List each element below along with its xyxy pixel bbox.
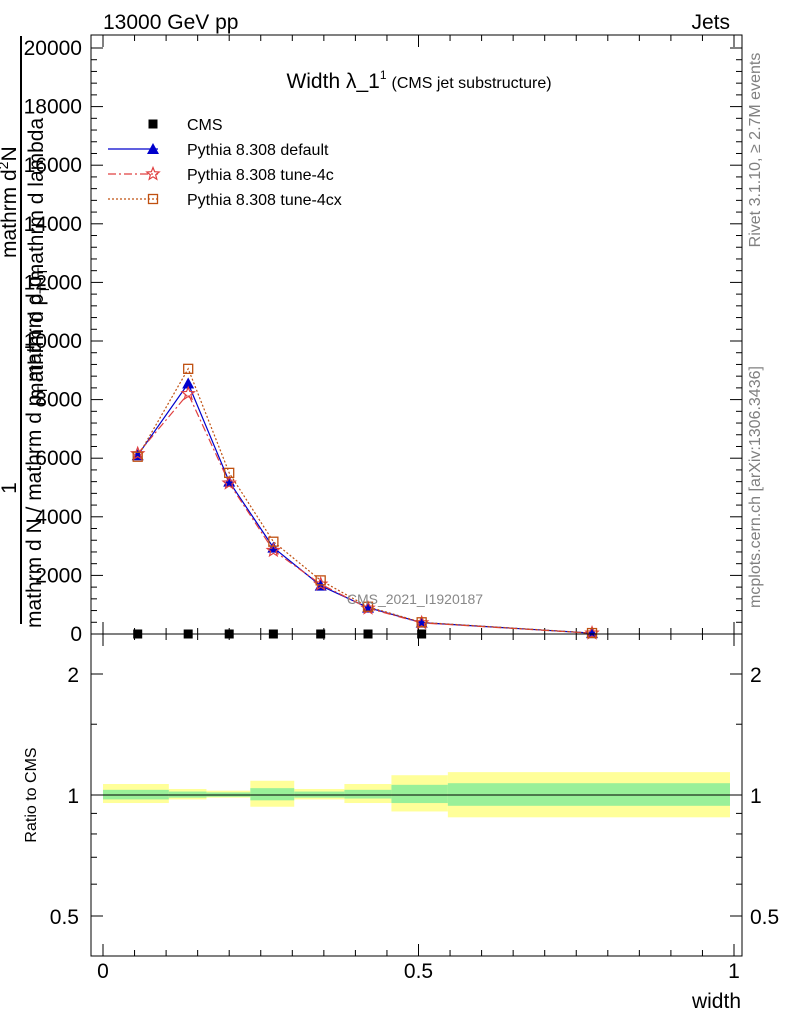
ratio-ticks: 0.5 0.5 1 1 2 2 0 0.5 1 xyxy=(50,634,779,983)
ratio-y-tick-label-right: 0.5 xyxy=(750,906,779,929)
ylabel-line2: mathrm d pTmathrm d lambda xyxy=(25,118,52,400)
ratio-y-tick-label: 1 xyxy=(67,785,79,808)
y-tick-label: 20000 xyxy=(24,37,82,60)
legend: CMS Pythia 8.308 default Pythia 8.308 tune… xyxy=(108,117,342,209)
data-point-pythia-8-308-tune-4c xyxy=(180,385,196,401)
legend-marker-pythia-8-308-tune-4cx xyxy=(147,193,159,205)
x-tick-label: 0.5 xyxy=(404,960,433,983)
x-tick-label: 0 xyxy=(97,960,109,983)
ratio-plot-panel: 0.5 0.5 1 1 2 2 0 0.5 1 Ratio to CMS width xyxy=(23,633,779,1013)
y-tick-label: 18000 xyxy=(24,96,82,119)
data-point-pythia-8-308-default xyxy=(267,541,280,553)
rivet-label: Rivet 3.1.10, ≥ 2.7M events xyxy=(747,53,764,248)
ratio-inner-band xyxy=(447,783,730,806)
data-point-pythia-8-308-tune-4cx xyxy=(132,451,143,462)
data-point-pythia-8-308-tune-4c xyxy=(265,542,282,558)
mcplots-label: mcplots.cern.ch [arXiv:1306.3436] xyxy=(747,366,764,608)
y-axis-label: 1 mathrm d N / mathrm d pTmathrm d pT ma… xyxy=(0,36,52,628)
legend-label-pythia-8-308-default: Pythia 8.308 default xyxy=(187,142,329,159)
legend-marker-pythia-8-308-default xyxy=(147,143,159,154)
ratio-frame xyxy=(90,633,743,957)
y-tick-label: 6000 xyxy=(35,447,82,470)
legend-label-pythia-8-308-tune-4c: Pythia 8.308 tune-4c xyxy=(187,167,334,184)
header-right: Jets xyxy=(691,11,730,34)
ratio-inner-band xyxy=(391,784,448,804)
x-axis-label: width xyxy=(691,990,741,1013)
data-point-pythia-8-308-tune-4cx xyxy=(315,575,326,586)
x-tick-label: 1 xyxy=(728,960,740,983)
plot-title: Width λ_11 (CMS jet substructure) xyxy=(286,68,551,93)
data-point-pythia-8-308-default xyxy=(182,377,195,389)
data-point-pythia-8-308-tune-4cx xyxy=(268,536,279,547)
legend-marker-cms xyxy=(148,119,158,129)
y-tick-label: 12000 xyxy=(24,271,82,294)
y-tick-label: 4000 xyxy=(35,506,82,529)
ratio-y-tick-label-right: 1 xyxy=(750,785,762,808)
ylabel-line1: mathrm d2N xyxy=(0,146,21,258)
y-tick-label: 2000 xyxy=(35,564,82,587)
legend-label-cms: CMS xyxy=(187,117,223,134)
data-point-pythia-8-308-tune-4cx xyxy=(224,467,235,479)
legend-label-pythia-8-308-tune-4cx: Pythia 8.308 tune-4cx xyxy=(187,192,342,209)
y-tick-label: 8000 xyxy=(35,389,82,412)
main-series-lines xyxy=(137,367,593,634)
data-point-pythia-8-308-tune-4cx xyxy=(416,617,427,628)
ratio-inner-band xyxy=(250,788,295,801)
ratio-uncertainty-bands xyxy=(103,772,730,818)
ratio-ylabel: Ratio to CMS xyxy=(23,747,40,842)
ratio-y-tick-label: 2 xyxy=(67,664,79,687)
y-tick-label: 16000 xyxy=(24,154,82,177)
legend-marker-pythia-8-308-tune-4c xyxy=(145,165,161,181)
ylabel-numerator: 1 xyxy=(0,482,21,494)
y-tick-label: 14000 xyxy=(24,213,82,236)
ratio-y-tick-label: 0.5 xyxy=(50,906,79,929)
series-line-pythia-8-308-tune-4cx xyxy=(137,367,593,634)
y-tick-label: 10000 xyxy=(24,330,82,353)
header-left: 13000 GeV pp xyxy=(103,11,238,34)
data-point-pythia-8-308-tune-4cx xyxy=(362,601,374,612)
data-point-pythia-8-308-tune-4cx xyxy=(586,627,598,639)
main-ticks: 0 2000 4000 6000 8000 10000 12000 14000 16000 180… xyxy=(24,35,742,646)
ratio-y-tick-label-right: 2 xyxy=(750,664,762,687)
data-point-pythia-8-308-tune-4cx xyxy=(183,363,194,374)
analysis-watermark: CMS_2021_I1920187 xyxy=(347,591,483,607)
y-tick-label: 0 xyxy=(70,623,82,646)
data-point-pythia-8-308-tune-4c xyxy=(221,474,237,490)
main-plot-panel: 0 2000 4000 6000 8000 10000 12000 14000 16000 180… xyxy=(24,34,743,646)
ylabel-denominator: mathrm d N / mathrm d pTmathrm d pT xyxy=(23,267,50,628)
ratio-inner-band xyxy=(344,789,392,799)
